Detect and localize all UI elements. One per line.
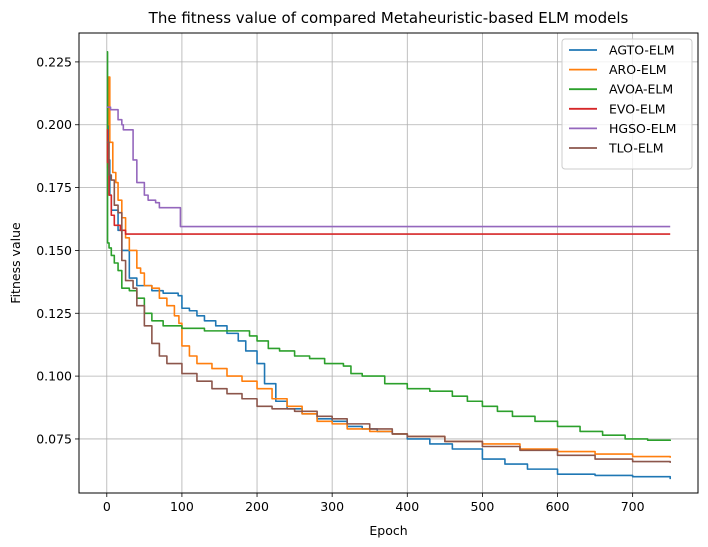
x-tick-label: 200 bbox=[245, 499, 269, 514]
legend: AGTO-ELM ARO-ELM AVOA-ELM EVO-ELM HGSO-ELM TL… bbox=[561, 38, 693, 170]
y-axis: 0.075 0.100 0.125 0.150 0.175 0.200 0.225 bbox=[36, 54, 79, 446]
x-axis: 0 100 200 300 400 500 600 700 bbox=[103, 493, 645, 514]
series-line-evo-elm bbox=[106, 128, 671, 235]
x-tick-label: 300 bbox=[320, 499, 344, 514]
series-line-tlo-elm bbox=[106, 141, 672, 463]
legend-label-hgso-elm: HGSO-ELM bbox=[609, 121, 676, 136]
legend-label-agto-elm: AGTO-ELM bbox=[609, 43, 675, 58]
x-tick-label: 600 bbox=[546, 499, 570, 514]
y-tick-label: 0.225 bbox=[36, 54, 72, 69]
series-layer bbox=[106, 51, 672, 480]
y-tick-label: 0.175 bbox=[36, 180, 72, 195]
legend-label-tlo-elm: TLO-ELM bbox=[608, 141, 664, 156]
x-tick-label: 400 bbox=[395, 499, 419, 514]
legend-label-aro-elm: ARO-ELM bbox=[609, 62, 667, 77]
y-tick-label: 0.200 bbox=[36, 117, 72, 132]
x-tick-label: 500 bbox=[470, 499, 494, 514]
x-tick-label: 0 bbox=[103, 499, 111, 514]
y-tick-label: 0.075 bbox=[36, 431, 72, 446]
legend-label-evo-elm: EVO-ELM bbox=[609, 101, 666, 116]
legend-box bbox=[561, 38, 693, 170]
series-line-avoa-elm bbox=[106, 51, 672, 442]
y-tick-label: 0.125 bbox=[36, 306, 72, 321]
x-axis-label: Epoch bbox=[369, 523, 407, 538]
x-tick-label: 100 bbox=[170, 499, 194, 514]
series-line-agto-elm bbox=[106, 123, 672, 480]
y-tick-label: 0.150 bbox=[36, 243, 72, 258]
series-line-hgso-elm bbox=[106, 106, 671, 228]
chart-title: The fitness value of compared Metaheuris… bbox=[148, 9, 629, 27]
legend-label-avoa-elm: AVOA-ELM bbox=[609, 82, 673, 97]
x-tick-label: 700 bbox=[621, 499, 645, 514]
y-axis-label: Fitness value bbox=[8, 222, 23, 304]
plot-frame bbox=[78, 32, 699, 494]
y-tick-label: 0.100 bbox=[36, 369, 72, 384]
